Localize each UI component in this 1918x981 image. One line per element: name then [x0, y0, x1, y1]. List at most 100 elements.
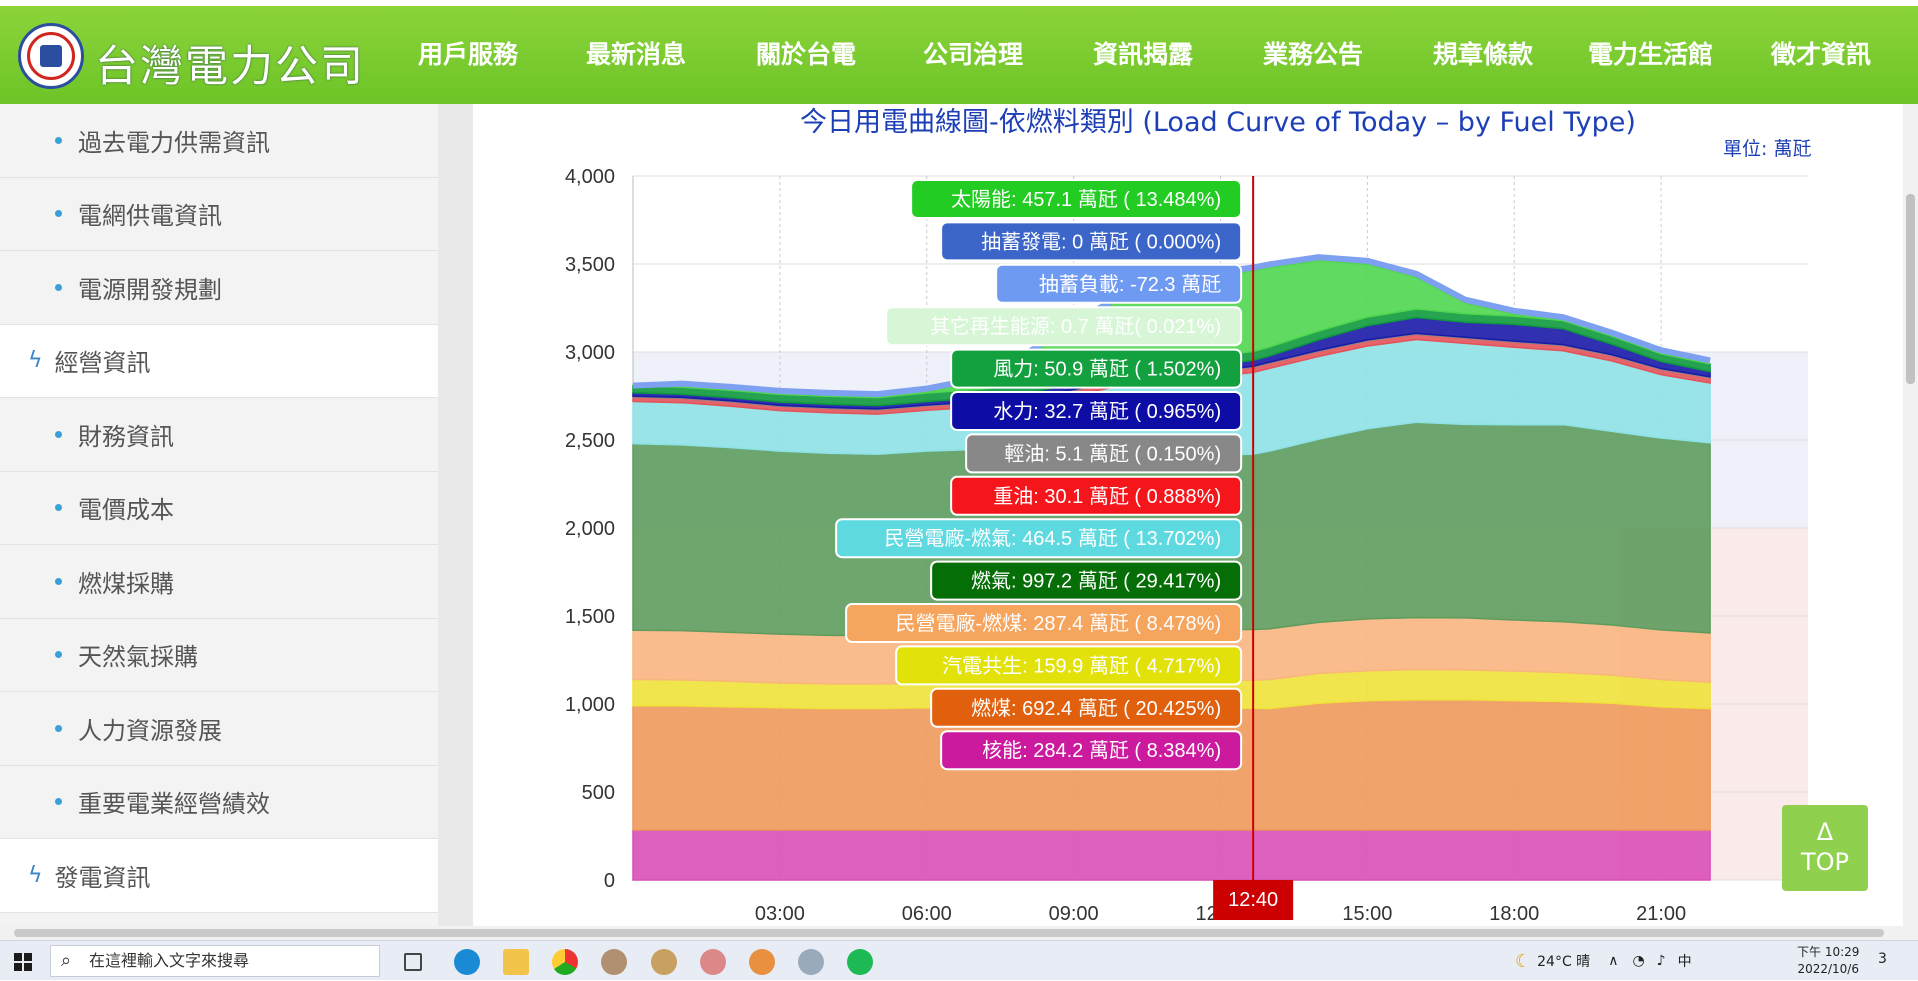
tooltip-box: [885, 306, 1243, 347]
tooltip-box: [940, 221, 1243, 262]
current-time-box: [1213, 880, 1294, 920]
sidebar-section[interactable]: ϟ 發電資訊: [0, 839, 438, 913]
tooltip-text: 民營電廠-燃煤: 287.4 萬瓩 ( 8.478%): [895, 611, 1221, 635]
nav-item[interactable]: 業務公告: [1263, 40, 1364, 69]
chart-title: 今日用電曲線圖-依燃料類別 (Load Curve of Today – by …: [800, 107, 1636, 138]
file-explorer-icon[interactable]: [503, 949, 529, 975]
sidebar-label: 發電資訊: [54, 863, 151, 892]
tooltip-item: 燃氣: 997.2 萬瓩 ( 29.417%): [930, 560, 1243, 601]
sidebar: 過去電力供需資訊電網供電資訊電源開發規劃 ϟ 經營資訊財務資訊電價成本 燃煤採購天然氣…: [0, 104, 438, 926]
nav-item[interactable]: 關於台電: [756, 40, 857, 69]
y-tick-label: 4,000: [565, 166, 615, 188]
tooltip-box: [835, 518, 1243, 559]
windows-taskbar: ⌕ 在這裡輸入文字來搜尋 ☾ 24°C 晴 ∧ ◔ ♪ 中 下午 10:29 2…: [0, 940, 1918, 980]
y-tick-label: 3,500: [565, 254, 615, 276]
nav-item[interactable]: 資訊揭露: [1093, 40, 1194, 69]
sidebar-label: 天然氣採購: [78, 643, 198, 672]
taipower-logo-icon[interactable]: [18, 23, 84, 89]
main-content: 0 500 1,000 1,500 2,000 2,500 3,000 3,500 4,000 0…: [473, 104, 1903, 926]
tooltip-box: [940, 730, 1243, 771]
tooltip-item: 燃煤: 692.4 萬瓩 ( 20.425%): [930, 687, 1243, 728]
tooltip-box: [930, 687, 1243, 728]
sidebar-item[interactable]: 財務資訊: [0, 398, 438, 472]
area-series-0: [632, 829, 1711, 881]
sidebar-label: 過去電力供需資訊: [78, 128, 270, 157]
notification-icon[interactable]: 3: [1878, 951, 1887, 967]
volume-icon[interactable]: ♪: [1656, 953, 1666, 969]
windows-start-icon[interactable]: [14, 953, 32, 971]
app-icon-3[interactable]: [700, 949, 726, 975]
sidebar-item[interactable]: 重要電業經營績效: [0, 766, 438, 839]
back-to-top-button[interactable]: Δ TOP: [1782, 805, 1868, 891]
sidebar-item[interactable]: 天然氣採購: [0, 619, 438, 692]
sidebar-label: 電源開發規劃: [78, 275, 222, 304]
tooltip-text: 其它再生能源: 0.7 萬瓩( 0.021%): [930, 315, 1221, 338]
sidebar-divider: [438, 104, 473, 926]
x-tick-label: 21:00: [1636, 903, 1686, 925]
tooltip-item: 民營電廠-燃煤: 287.4 萬瓩 ( 8.478%): [845, 603, 1243, 643]
sidebar-label: 財務資訊: [78, 422, 174, 451]
vertical-scroll-thumb[interactable]: [1906, 194, 1915, 384]
ime-indicator[interactable]: 中: [1677, 954, 1692, 970]
tooltip-box: [965, 433, 1243, 474]
taskbar-search-input[interactable]: ⌕ 在這裡輸入文字來搜尋: [50, 945, 380, 977]
network-icon[interactable]: ◔: [1632, 953, 1645, 969]
site-header: 台灣電力公司 用戶服務 最新消息 關於台電 公司治理 資訊揭露 業務公告 規章條款 電力生活館…: [0, 6, 1918, 104]
bullet-icon: [55, 504, 62, 512]
weather-icon[interactable]: ☾: [1515, 950, 1532, 972]
horizontal-scroll-thumb[interactable]: [14, 929, 1884, 937]
app-icon-4[interactable]: [749, 949, 775, 975]
horizontal-scrollbar[interactable]: [0, 926, 1918, 940]
vertical-scrollbar[interactable]: [1903, 104, 1918, 926]
unit-label: 單位: 萬瓩: [1723, 138, 1812, 160]
nav-item[interactable]: 最新消息: [586, 40, 687, 69]
lightning-icon: ϟ: [28, 862, 43, 888]
nav-item[interactable]: 規章條款: [1433, 40, 1534, 69]
tooltip-item: 水力: 32.7 萬瓩 ( 0.965%): [950, 391, 1243, 431]
nav-item[interactable]: 公司治理: [923, 40, 1024, 69]
sidebar-item[interactable]: 電價成本: [0, 472, 438, 545]
nav-item[interactable]: 徵才資訊: [1771, 40, 1872, 69]
lightning-icon: ϟ: [28, 348, 43, 374]
chrome-icon[interactable]: [552, 949, 578, 975]
sidebar-item[interactable]: 人力資源發展: [0, 692, 438, 766]
edge-icon[interactable]: [454, 949, 480, 975]
search-icon: ⌕: [61, 950, 72, 971]
y-tick-label: 2,500: [565, 430, 615, 452]
y-tick-label: 1,500: [565, 606, 615, 628]
app-icon-1[interactable]: [601, 949, 627, 975]
current-time-label: 12:40: [1228, 889, 1278, 911]
chevron-up-icon[interactable]: ∧: [1608, 953, 1619, 969]
nav-item[interactable]: 用戶服務: [418, 40, 519, 69]
tooltip-text: 抽蓄負載: -72.3 萬瓩: [1039, 273, 1221, 296]
bullet-icon: [55, 651, 62, 659]
sidebar-item[interactable]: 過去電力供需資訊: [0, 104, 438, 178]
y-tick-label: 2,000: [565, 518, 615, 540]
tooltip-text: 輕油: 5.1 萬瓩 ( 0.150%): [1004, 442, 1221, 465]
sidebar-item[interactable]: 電源開發規劃: [0, 251, 438, 325]
app-icon-2[interactable]: [651, 949, 677, 975]
spotify-icon[interactable]: [847, 949, 873, 975]
clock-time: 下午 10:29: [1797, 945, 1860, 959]
app-icon-5[interactable]: [798, 949, 824, 975]
task-view-icon[interactable]: [404, 953, 422, 971]
bullet-icon: [55, 430, 62, 438]
nav-item[interactable]: 電力生活館: [1588, 40, 1714, 69]
tooltip-box: [950, 348, 1243, 389]
tooltip-box: [845, 603, 1243, 643]
sidebar-item[interactable]: 電網供電資訊: [0, 178, 438, 251]
x-tick-label: 18:00: [1489, 903, 1539, 925]
sidebar-section[interactable]: ϟ 經營資訊: [0, 324, 438, 398]
weather-text[interactable]: 24°C 晴: [1537, 954, 1591, 970]
notification-count: 3: [1878, 951, 1887, 967]
tooltip-text: 汽電共生: 159.9 萬瓩 ( 4.717%): [942, 654, 1221, 677]
tooltip-text: 核能: 284.2 萬瓩 ( 8.384%): [982, 739, 1221, 762]
top-label: TOP: [1800, 848, 1850, 876]
y-tick-label: 0: [604, 870, 615, 892]
up-arrow-icon: Δ: [1816, 818, 1834, 846]
logo-text[interactable]: 台灣電力公司: [95, 42, 365, 92]
bullet-icon: [55, 577, 62, 585]
tooltip-item: 民營電廠-燃氣: 464.5 萬瓩 ( 13.702%): [835, 518, 1243, 559]
sidebar-item[interactable]: 燃煤採購: [0, 545, 438, 619]
taskbar-clock[interactable]: 下午 10:29 2022/10/6: [1797, 944, 1859, 978]
